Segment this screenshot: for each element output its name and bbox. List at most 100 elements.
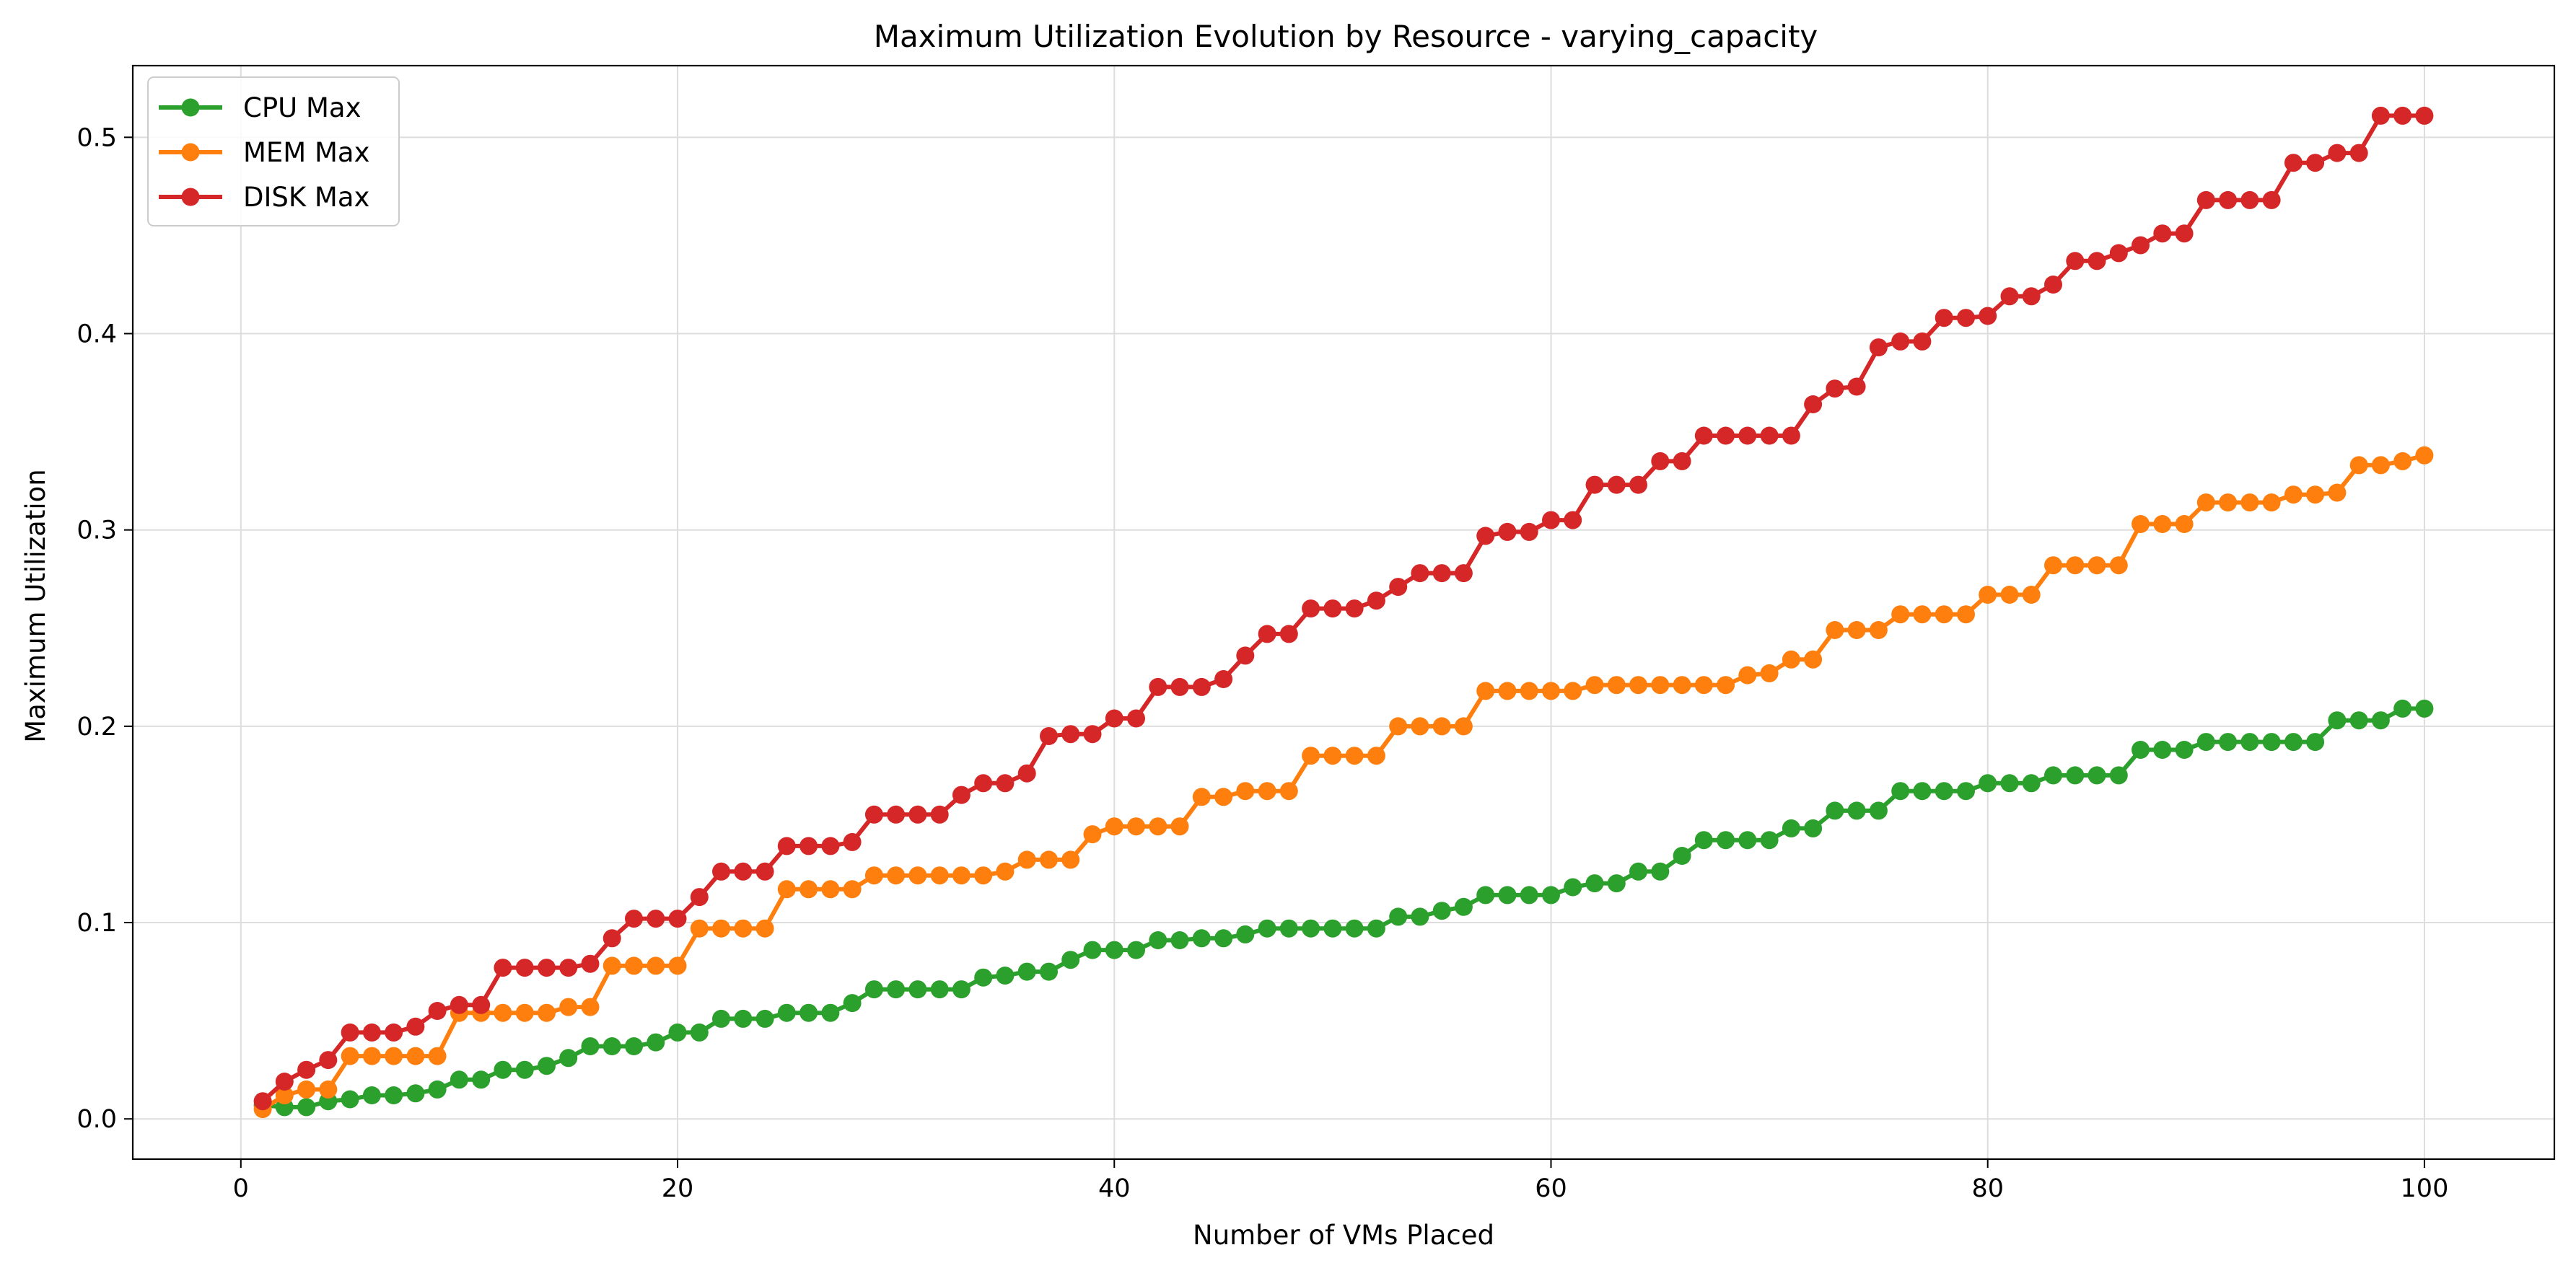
data-point-disk-max xyxy=(1279,625,1298,643)
data-point-disk-max xyxy=(253,1092,272,1111)
data-point-cpu-max xyxy=(755,1009,774,1028)
data-point-mem-max xyxy=(1979,586,1997,604)
data-point-cpu-max xyxy=(2219,733,2238,752)
data-point-mem-max xyxy=(603,956,621,975)
data-point-disk-max xyxy=(538,959,556,977)
data-point-cpu-max xyxy=(581,1037,600,1055)
data-point-mem-max xyxy=(1279,782,1298,801)
data-point-mem-max xyxy=(1083,825,1102,844)
data-point-cpu-max xyxy=(1323,919,1342,938)
data-point-mem-max xyxy=(1564,682,1582,700)
data-point-cpu-max xyxy=(1651,862,1670,881)
data-point-cpu-max xyxy=(1804,819,1823,837)
data-point-cpu-max xyxy=(668,1023,687,1042)
data-point-disk-max xyxy=(1214,670,1233,688)
data-point-mem-max xyxy=(1847,621,1866,639)
chart-title: Maximum Utilization Evolution by Resourc… xyxy=(874,19,1818,54)
data-point-cpu-max xyxy=(2306,733,2325,752)
data-point-cpu-max xyxy=(2109,766,2128,785)
data-point-mem-max xyxy=(1323,747,1342,765)
data-point-disk-max xyxy=(1083,725,1102,744)
data-point-cpu-max xyxy=(974,968,993,987)
data-point-cpu-max xyxy=(996,967,1015,985)
data-point-disk-max xyxy=(1170,677,1189,696)
data-point-disk-max xyxy=(1411,564,1429,583)
x-axis-label: Number of VMs Placed xyxy=(1193,1220,1494,1251)
data-point-disk-max xyxy=(1498,522,1517,541)
data-point-cpu-max xyxy=(2371,711,2390,730)
data-point-cpu-max xyxy=(1040,962,1058,981)
data-point-cpu-max xyxy=(712,1009,730,1028)
data-point-disk-max xyxy=(690,888,709,907)
data-point-cpu-max xyxy=(843,994,862,1013)
data-point-cpu-max xyxy=(1760,831,1779,850)
data-point-disk-max xyxy=(1061,725,1080,744)
data-point-mem-max xyxy=(1127,817,1145,836)
data-point-cpu-max xyxy=(1017,962,1036,981)
data-point-mem-max xyxy=(559,998,578,1016)
data-point-mem-max xyxy=(515,1003,534,1022)
data-point-mem-max xyxy=(2415,446,2434,465)
data-point-cpu-max xyxy=(777,1003,796,1022)
data-point-cpu-max xyxy=(297,1098,316,1117)
data-point-disk-max xyxy=(275,1073,294,1091)
data-point-cpu-max xyxy=(930,980,949,999)
data-point-disk-max xyxy=(625,910,643,928)
data-point-cpu-max xyxy=(538,1057,556,1075)
data-point-mem-max xyxy=(2219,493,2238,512)
data-point-mem-max xyxy=(2196,493,2215,512)
data-point-mem-max xyxy=(799,880,818,899)
data-point-cpu-max xyxy=(1345,919,1364,938)
legend-marker xyxy=(181,143,200,162)
data-point-disk-max xyxy=(1826,379,1844,398)
data-point-cpu-max xyxy=(908,980,927,999)
data-point-cpu-max xyxy=(1127,941,1145,959)
data-point-disk-max xyxy=(1935,309,1953,327)
data-point-mem-max xyxy=(1717,676,1735,695)
data-point-disk-max xyxy=(1017,764,1036,783)
y-tick-label: 0.5 xyxy=(76,123,117,152)
data-point-cpu-max xyxy=(1585,874,1604,893)
data-point-disk-max xyxy=(1717,426,1735,445)
data-point-mem-max xyxy=(974,866,993,885)
data-point-disk-max xyxy=(1979,307,1997,325)
data-point-mem-max xyxy=(1214,788,1233,806)
data-point-cpu-max xyxy=(1061,951,1080,969)
x-tick-label: 80 xyxy=(1971,1174,2004,1203)
data-point-mem-max xyxy=(1105,817,1123,836)
data-point-cpu-max xyxy=(1367,919,1385,938)
data-point-disk-max xyxy=(2328,144,2347,162)
data-point-mem-max xyxy=(1782,650,1800,669)
data-point-cpu-max xyxy=(1498,886,1517,905)
data-point-disk-max xyxy=(1192,677,1211,696)
data-point-disk-max xyxy=(952,786,971,804)
series-line-cpu-max xyxy=(262,706,2424,1109)
data-point-mem-max xyxy=(1170,817,1189,836)
data-point-disk-max xyxy=(2153,224,2172,243)
data-point-mem-max xyxy=(2306,485,2325,504)
data-point-disk-max xyxy=(1891,332,1910,351)
data-point-disk-max xyxy=(472,995,491,1014)
data-point-mem-max xyxy=(362,1047,381,1065)
data-point-disk-max xyxy=(2240,190,2259,209)
data-point-cpu-max xyxy=(1105,941,1123,959)
data-point-disk-max xyxy=(974,774,993,793)
data-point-cpu-max xyxy=(603,1037,621,1055)
data-point-disk-max xyxy=(908,805,927,824)
data-point-disk-max xyxy=(1651,452,1670,470)
data-point-cpu-max xyxy=(2415,699,2434,718)
data-point-cpu-max xyxy=(1192,929,1211,948)
data-point-mem-max xyxy=(1411,717,1429,736)
data-point-cpu-max xyxy=(1520,886,1538,905)
data-point-cpu-max xyxy=(1454,897,1473,916)
data-point-disk-max xyxy=(2393,106,2412,125)
data-point-disk-max xyxy=(2219,190,2238,209)
x-tick-label: 40 xyxy=(1098,1174,1131,1203)
data-point-cpu-max xyxy=(1170,931,1189,949)
data-point-disk-max xyxy=(843,832,862,851)
data-point-cpu-max xyxy=(887,980,906,999)
x-tick-label: 100 xyxy=(2401,1174,2449,1203)
data-point-disk-max xyxy=(930,805,949,824)
data-point-mem-max xyxy=(2240,493,2259,512)
